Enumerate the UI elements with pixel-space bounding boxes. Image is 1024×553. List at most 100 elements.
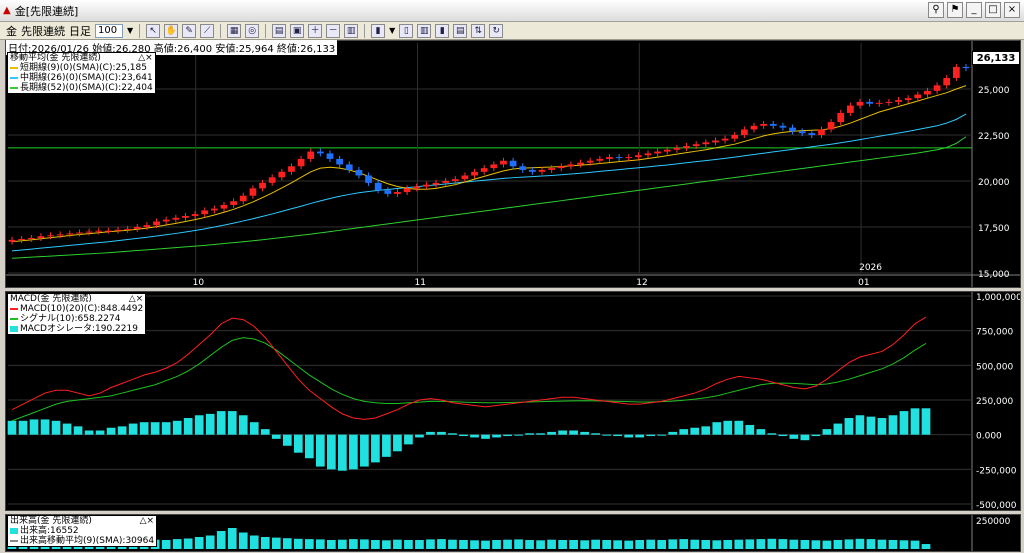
candle-body [760,123,768,126]
volume-bar [701,540,711,549]
macd-line [11,316,927,420]
oscillator-bar [84,430,94,435]
oscillator-bar [558,430,567,435]
volume-bar [558,540,567,549]
zoom-out-icon[interactable]: － [326,23,341,38]
long-ma-line [11,136,967,259]
volume-bar [304,539,314,549]
oscillator-bar [282,434,292,446]
chart-toolbar: 金 先限連続 日足 100 ▼ ↖ ✋ ✎ ⟋ ▦ ◎ ▤ ▣ ＋ － ▥ ▮ … [0,22,1024,40]
candle-body [56,234,64,236]
oscillator-bar [304,434,314,459]
candle-body [731,135,739,139]
period-select[interactable]: 日足 [69,24,91,38]
volume-bar [866,539,876,549]
month-tick-label: 12 [636,278,647,287]
volume-bar [800,540,810,549]
toolbar-separator [364,23,366,38]
oscillator-bar [7,420,17,435]
ma-legend-long: 長期線(52)(0)(SMA)(C):22,404 [10,83,153,93]
count-dropdown-icon[interactable]: ▼ [127,26,134,35]
zoom-in-icon[interactable]: ＋ [308,23,323,38]
volume-bar [547,539,556,549]
candle-body [798,131,806,134]
close-button[interactable]: × [1004,2,1020,18]
candle-body [596,158,604,161]
sort-icon[interactable]: ⇅ [471,23,486,38]
oscillator-bar [701,426,711,435]
symbol-label[interactable]: 金 [6,24,17,38]
date-value: 2026/01/26 [31,44,90,55]
open-value: 26,280 [115,44,151,55]
candle-body [875,102,883,104]
indicator-icon[interactable]: ▯ [399,23,414,38]
volume-bar [767,538,777,549]
legend-close-icon[interactable]: △× [128,294,144,304]
oscillator-bar [756,429,766,435]
macd-tick-label: -250,000 [976,466,1017,476]
candle-body [856,101,864,106]
oscillator-bar [73,426,83,435]
candle-body [85,231,93,233]
stack-icon[interactable]: ▤ [453,23,468,38]
oscillator-bar [866,416,876,435]
macd-panel: 1,000,000 750,000 500,000 250,000 0.000 -250,… [5,291,1021,511]
legend-close-icon[interactable]: △× [138,53,153,63]
grid-icon[interactable]: ▦ [227,23,242,38]
table-icon[interactable]: ▥ [344,23,359,38]
oscillator-bar [646,434,656,437]
volume-chart[interactable]: 250000 [6,515,1020,551]
contract-label[interactable]: 先限連続 [21,24,65,38]
candle-body [18,238,26,240]
oscillator-bar [833,423,843,435]
volume-bar [822,540,832,549]
cursor-circle-icon[interactable]: ◎ [245,23,260,38]
volume-bar [613,540,623,549]
pointer-icon[interactable]: ↖ [146,23,161,38]
compare-icon[interactable]: ▥ [417,23,432,38]
candle-body [904,98,912,101]
candle-body [143,225,151,227]
oscillator-bar [613,434,623,437]
volume-icon[interactable]: ▮ [435,23,450,38]
macd-legend[interactable]: MACD(金 先限連続) △× MACD(10)(20)(C):848.4492 … [7,293,147,335]
oscillator-bar [514,434,523,436]
volume-bar [415,540,424,549]
macd-chart[interactable]: 1,000,000 750,000 500,000 250,000 0.000 -250,… [6,292,1020,510]
volume-legend[interactable]: 出来高(金 先限連続) △× 出来高:16552 出来高移動平均(9)(SMA):… [7,515,158,547]
last-price-tag: 26,133 [972,51,1020,65]
legend-close-icon[interactable]: △× [139,516,155,526]
oscillator-bar [360,434,369,467]
volume-bar [371,540,380,549]
chart-type-dropdown-icon[interactable]: ▼ [389,26,396,35]
oscillator-bar [877,418,887,435]
price-chart[interactable]: 25,000 22,500 20,000 17,500 15,000 10 11 12 01 20… [6,41,1020,287]
volume-bar [910,540,920,549]
volume-bar [899,540,909,549]
candle-body [846,105,854,113]
oscillator-bar [161,422,171,435]
volume-bar [492,540,501,549]
count-input[interactable]: 100 [95,23,123,38]
hand-icon[interactable]: ✋ [164,23,179,38]
oscillator-bar [668,431,678,435]
oscillator-bar [315,434,325,467]
candle-body [644,153,652,156]
candle-body [153,221,160,226]
candle-body [885,101,893,103]
pin-icon[interactable]: ⚑ [947,2,963,18]
oscillator-bar [349,434,358,470]
trendline-icon[interactable]: ⟋ [200,23,215,38]
refresh-icon[interactable]: ↻ [489,23,504,38]
layout-icon[interactable]: ▤ [272,23,287,38]
pencil-icon[interactable]: ✎ [182,23,197,38]
bar-chart-icon[interactable]: ▮ [371,23,386,38]
window-icon[interactable]: ▣ [290,23,305,38]
oscillator-bar [338,434,347,471]
link-icon[interactable]: ⚲ [928,2,944,18]
maximize-button[interactable]: □ [985,2,1001,18]
candle-body [230,201,238,205]
minimize-button[interactable]: _ [966,2,982,18]
ma-legend[interactable]: 移動平均(金 先限連続) △× 短期線(9)(0)(SMA)(C):25,185 … [7,52,156,94]
candle-body [316,151,324,154]
